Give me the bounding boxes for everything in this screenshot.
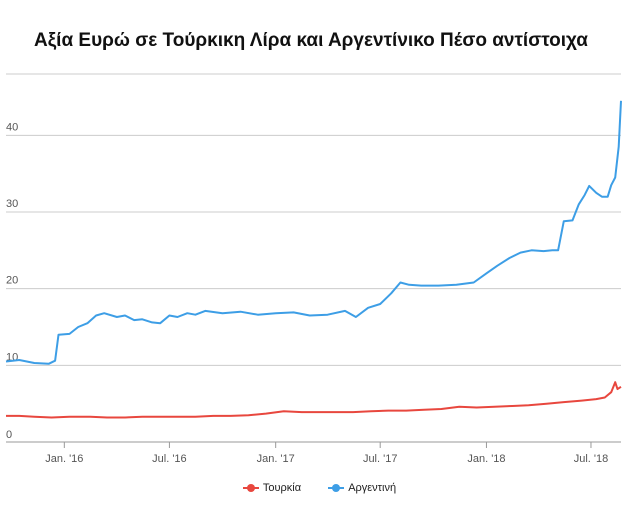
grid-lines <box>6 73 621 366</box>
chart-title: Αξία Ευρώ σε Τούρκικη Λίρα και Αργεντίνι… <box>34 30 588 51</box>
x-tick-label: Jul. '18 <box>574 453 609 465</box>
legend-item-argentina[interactable]: Αργεντινή <box>328 482 396 494</box>
x-tick-label: Jan. '16 <box>45 453 83 465</box>
x-tick-label: Jul. '16 <box>152 453 187 465</box>
series-lines <box>5 100 622 419</box>
legend-swatch-turkey <box>242 483 259 493</box>
legend-label-argentina: Αργεντινή <box>348 482 397 494</box>
x-tick-label: Jan. '17 <box>257 453 295 465</box>
y-tick-label: 30 <box>6 198 18 210</box>
legend-dot-argentina <box>332 484 341 492</box>
series-line-turkey <box>6 381 622 419</box>
x-tick-label: Jan. '18 <box>467 453 505 465</box>
x-tick-label: Jul. '17 <box>363 453 398 465</box>
legend-dot-turkey <box>246 484 255 492</box>
legend: Τουρκία Αργεντινή <box>0 482 639 496</box>
series-line-argentina <box>5 100 622 365</box>
y-tick-label: 0 <box>6 429 12 441</box>
legend-swatch-argentina <box>328 483 345 493</box>
y-tick-label: 40 <box>6 121 18 133</box>
y-tick-label: 20 <box>6 275 18 287</box>
legend-item-turkey[interactable]: Τουρκία <box>242 482 302 494</box>
x-axis: Jan. '16 Jul. '16 Jan. '17 Jul. '17 Jan. '18… <box>6 441 621 465</box>
legend-label-turkey: Τουρκία <box>262 482 302 494</box>
